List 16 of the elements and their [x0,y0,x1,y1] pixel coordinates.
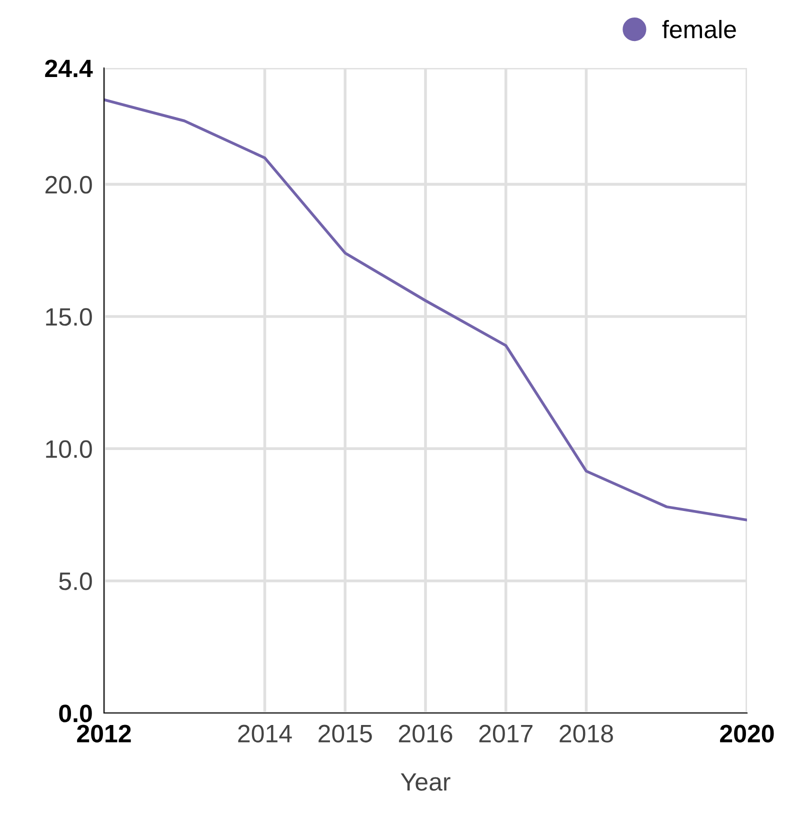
y-tick-label: 15.0 [46,308,92,326]
x-tick-label: 2020 [720,724,774,742]
legend-label: female [662,20,736,38]
x-tick-label: 2012 [77,724,131,742]
y-tick-label: 5.0 [59,572,92,590]
y-tick-label: 24.4 [45,60,93,78]
x-tick-label: 2018 [560,724,613,742]
y-tick-label: 20.0 [45,176,92,194]
x-tick-label: 2016 [398,724,452,742]
x-tick-label: 2014 [238,724,292,742]
x-tick-label: 2017 [479,724,532,742]
line-series [104,98,747,522]
x-tick-label: 2015 [318,724,372,742]
y-tick-label: 10.0 [46,440,92,458]
y-tick-label: 0.0 [59,704,92,722]
x-axis-title: Year [400,773,450,791]
